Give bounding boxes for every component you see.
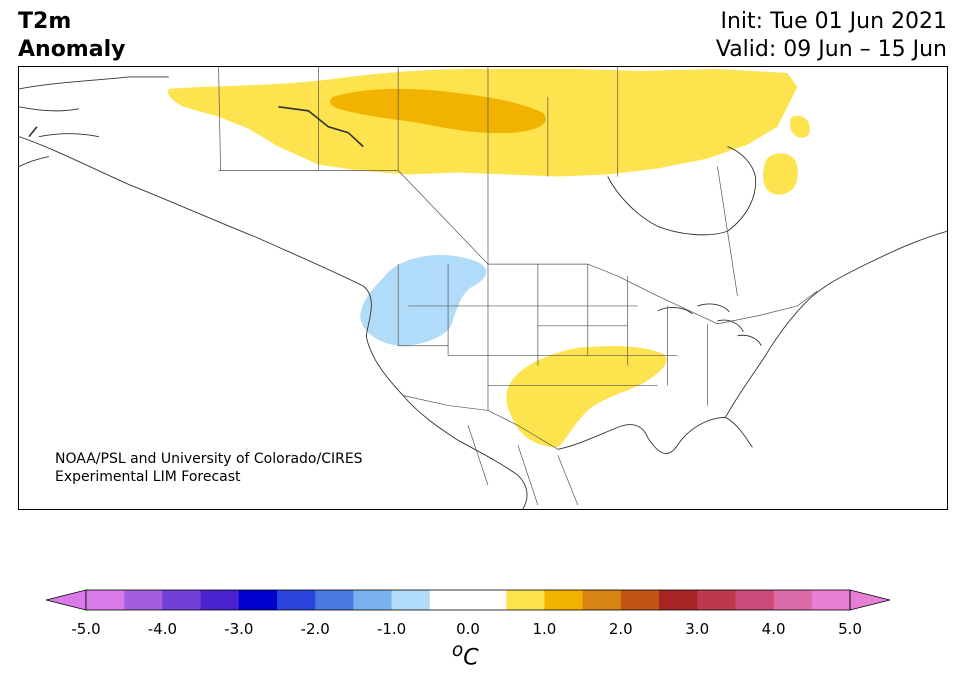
colorbar-segment [773, 590, 813, 610]
colorbar-tick-label: 0.0 [456, 620, 480, 638]
colorbar-segment [582, 590, 622, 610]
colorbar-tick-label: 1.0 [532, 620, 557, 638]
mexico-state-lines [467, 425, 579, 506]
title-line-2: Anomaly [18, 37, 126, 62]
us-state-lines [397, 264, 708, 411]
valid-date: Valid: 09 Jun – 15 Jun [715, 37, 947, 62]
mackenzie-river [28, 126, 38, 138]
colorbar-segment [620, 590, 660, 610]
colorbar-tick-label: 2.0 [608, 620, 633, 638]
colorbar-segment [811, 590, 851, 610]
great-slave-river [278, 106, 364, 148]
credit-line-2: Experimental LIM Forecast [55, 469, 241, 485]
anomaly-quebec [763, 153, 798, 195]
northern-lakes [28, 106, 364, 148]
colorbar-segment [277, 590, 316, 610]
anomaly-pacific-northwest [360, 255, 487, 346]
colorbar-unit: oC [452, 640, 479, 670]
colorbar-segment [86, 590, 125, 610]
anomaly-canada-north-core [330, 88, 546, 134]
anomaly-east-coast [789, 115, 810, 138]
colorbar-segment [735, 590, 775, 610]
map-title: T2m Anomaly [18, 8, 125, 64]
colorbar-segment [391, 590, 431, 610]
east-coast-outline [725, 230, 947, 418]
colorbar-under-arrow [46, 589, 87, 611]
colorbar [46, 589, 890, 611]
great-lakes-outline [657, 303, 762, 346]
west-coast-outline [19, 76, 528, 509]
colorbar-segment [544, 590, 584, 610]
credit-text: NOAA/PSL and University of Colorado/CIRE… [55, 450, 363, 486]
colorbar-tick-label: 3.0 [685, 620, 710, 638]
anomaly-map [18, 66, 948, 510]
title-line-1: T2m [18, 9, 72, 34]
anomaly-shading [168, 68, 810, 448]
colorbar-segment [429, 590, 469, 610]
colorbar-segment [124, 590, 163, 610]
date-info: Init: Tue 01 Jun 2021 Valid: 09 Jun – 15… [716, 8, 947, 64]
colorbar-ticks: -5.0 -4.0 -3.0 -2.0 -1.0 0.0 1.0 2.0 3.0 4.0 5.0 [0, 620, 959, 640]
colorbar-frame [85, 589, 851, 611]
colorbar-segment [506, 590, 545, 610]
anomaly-southern-plains [506, 346, 667, 448]
colorbar-tick-label: -3.0 [224, 620, 254, 638]
colorbar-over-arrow [849, 589, 890, 611]
unit-superscript: o [452, 640, 464, 661]
colorbar-segment [697, 590, 736, 610]
colorbar-segment [238, 590, 278, 610]
colorbar-segment [200, 590, 240, 610]
alaska-outline [19, 133, 99, 167]
colorbar-tick-label: -1.0 [376, 620, 407, 638]
colorbar-segment [468, 590, 507, 610]
unit-letter: C [463, 645, 479, 671]
colorbar-segment [162, 590, 202, 610]
colorbar-segment [353, 590, 393, 610]
colorbar-tick-label: 5.0 [838, 620, 862, 638]
colorbar-segment [315, 590, 354, 610]
init-date: Init: Tue 01 Jun 2021 [720, 9, 948, 34]
canada-us-border [218, 170, 818, 325]
colorbar-tick-label: -4.0 [147, 620, 178, 638]
colorbar-tick-label: -2.0 [300, 620, 330, 638]
colorbar-tick-label: -5.0 [71, 620, 101, 638]
credit-line-1: NOAA/PSL and University of Colorado/CIRE… [55, 451, 363, 467]
gulf-coast-outline [557, 416, 753, 454]
alaska-border [218, 67, 221, 171]
colorbar-tick-label: 4.0 [761, 620, 786, 638]
boundaries [218, 67, 818, 506]
colorbar-segment [659, 590, 698, 610]
